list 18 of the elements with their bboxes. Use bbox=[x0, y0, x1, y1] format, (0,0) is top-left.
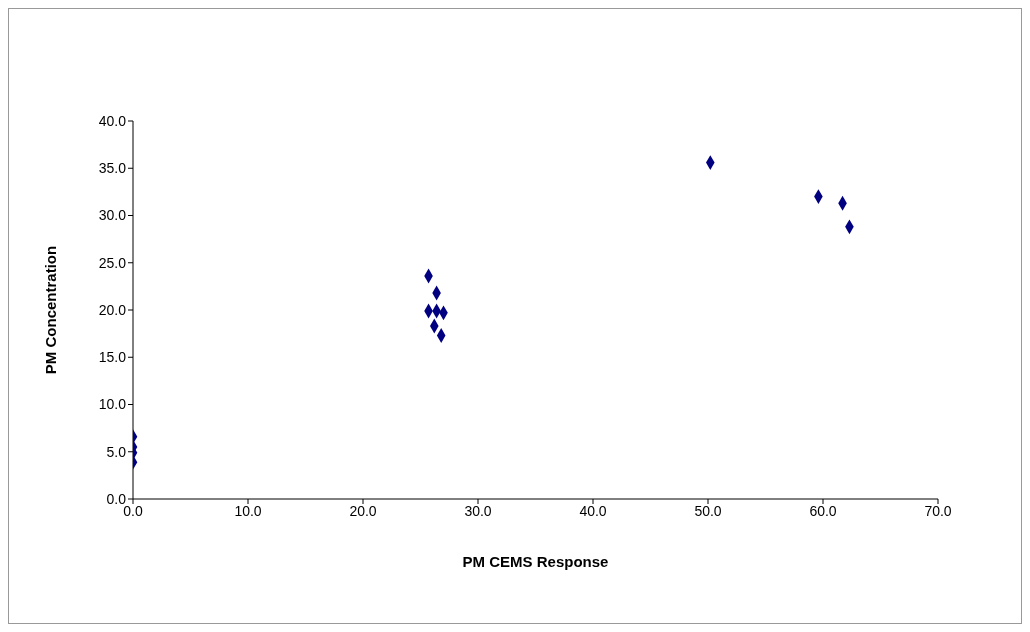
y-tick-label: 40.0 bbox=[98, 112, 127, 129]
y-tick-label: 35.0 bbox=[98, 160, 127, 177]
y-axis-title: PM Concentration bbox=[42, 245, 60, 375]
x-tick-label: 60.0 bbox=[809, 502, 837, 519]
y-tick-label: 0.0 bbox=[106, 490, 127, 507]
y-tick-label: 15.0 bbox=[98, 349, 127, 366]
x-tick-label: 10.0 bbox=[234, 502, 262, 519]
x-tick-label: 30.0 bbox=[464, 502, 492, 519]
y-tick-label: 30.0 bbox=[98, 207, 127, 224]
y-tick-label: 5.0 bbox=[106, 443, 127, 460]
y-tick-label: 25.0 bbox=[98, 254, 127, 271]
x-tick-label: 70.0 bbox=[924, 502, 952, 519]
x-tick-label: 50.0 bbox=[694, 502, 722, 519]
y-tick-label: 10.0 bbox=[98, 396, 127, 413]
x-tick-label: 40.0 bbox=[579, 502, 607, 519]
x-axis-title: PM CEMS Response bbox=[462, 553, 609, 570]
x-tick-label: 20.0 bbox=[349, 502, 377, 519]
y-tick-label: 20.0 bbox=[98, 301, 127, 318]
